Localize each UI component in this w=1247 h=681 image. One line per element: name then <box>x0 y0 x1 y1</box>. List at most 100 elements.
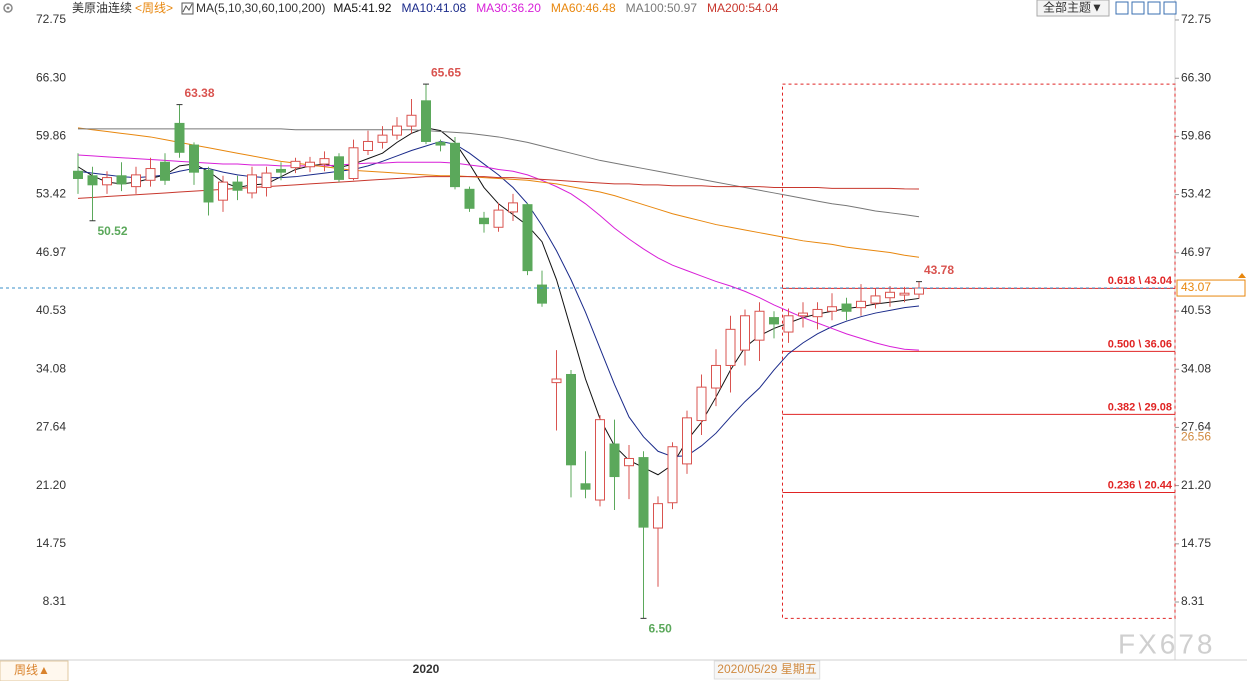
candle-body <box>131 174 141 188</box>
candle-body <box>667 446 678 504</box>
y-tick-label: 21.20 <box>36 478 66 492</box>
candle-body <box>145 168 156 181</box>
extreme-label: 63.38 <box>185 86 215 100</box>
period-button[interactable] <box>0 660 69 681</box>
watermark: FX678 <box>1118 628 1216 659</box>
legend-entry: MA30:36.20 <box>476 1 541 15</box>
candle-body <box>450 142 460 188</box>
candle-body <box>696 386 707 422</box>
candle-body <box>174 122 185 153</box>
candle-body <box>218 181 228 201</box>
y-tick-label: 27.64 <box>36 420 66 434</box>
candle-body <box>160 161 170 181</box>
y-tick-label: 72.75 <box>36 12 66 26</box>
candle-body <box>247 174 257 194</box>
candle-body <box>841 303 852 312</box>
period-label: <周线> <box>135 1 173 15</box>
candle-body <box>493 209 504 228</box>
y-tick-label: 40.53 <box>36 303 66 317</box>
candle-body <box>740 315 750 351</box>
toolbar-button[interactable] <box>1036 0 1110 17</box>
candle-body <box>319 158 330 165</box>
price-arrow <box>1238 273 1246 279</box>
candle-body <box>522 204 533 272</box>
candle-body <box>870 295 881 304</box>
x-tick-label: 2020 <box>413 662 440 676</box>
candle-body <box>406 114 417 127</box>
candle-body <box>363 140 373 151</box>
candle-body <box>334 156 344 180</box>
candle-body <box>783 315 794 333</box>
ma-label: MA(5,10,30,60,100,200) <box>196 1 325 15</box>
candle-body <box>189 144 199 173</box>
candle-body <box>435 141 446 146</box>
marker-price-label: 26.56 <box>1181 429 1211 443</box>
last-price-box <box>1176 279 1246 297</box>
y-tick-label: 46.97 <box>1181 245 1211 259</box>
y-tick-label: 21.20 <box>1181 478 1211 492</box>
candle-body <box>899 292 910 296</box>
extreme-label: 50.52 <box>98 224 128 238</box>
candle-body <box>638 457 649 528</box>
crosshair-date-box <box>713 660 821 680</box>
ma-line <box>77 154 920 351</box>
legend-entry: MA10:41.08 <box>401 1 466 15</box>
candle-body <box>812 308 823 318</box>
settings-icon[interactable] <box>3 3 13 13</box>
toolbar-icons <box>1115 1 1177 15</box>
extreme-label: 65.65 <box>431 65 461 79</box>
candle-body <box>464 188 475 209</box>
legend-entry: MA200:54.04 <box>707 1 779 15</box>
ma-line <box>77 127 920 258</box>
candle-body <box>276 168 286 173</box>
tool-icon[interactable] <box>1163 1 1177 15</box>
fib-label: 0.382 \ 29.08 <box>1108 401 1172 413</box>
y-tick-label: 40.53 <box>1181 303 1211 317</box>
fib-label: 0.618 \ 43.04 <box>1108 275 1173 287</box>
candle-body <box>102 177 112 186</box>
candle-body <box>261 172 272 189</box>
y-tick-label: 53.42 <box>1181 187 1211 201</box>
candle-body <box>551 378 562 384</box>
settings-icon-ring <box>3 3 13 13</box>
ma-line <box>77 140 920 458</box>
y-tick-label: 14.75 <box>36 536 66 550</box>
candle-body <box>827 306 837 312</box>
legend-entry: MA60:46.48 <box>551 1 616 15</box>
candle-body <box>87 175 98 186</box>
candle-body <box>711 364 721 389</box>
y-tick-label: 59.86 <box>36 129 66 143</box>
candle-body <box>479 217 489 225</box>
candle-body <box>421 100 431 142</box>
y-tick-label: 66.30 <box>36 70 66 84</box>
candle-body <box>682 417 692 465</box>
candle-body <box>798 312 808 317</box>
y-tick-label: 53.42 <box>36 187 66 201</box>
candle-body <box>232 181 243 191</box>
tool-icon[interactable] <box>1131 1 1145 15</box>
ma-line <box>78 128 920 218</box>
settings-icon-dot <box>6 6 10 10</box>
candle-body <box>508 202 518 213</box>
y-tick-label: 27.64 <box>1181 420 1211 434</box>
candle-body <box>885 291 895 299</box>
tool-icon[interactable] <box>1115 1 1129 15</box>
candle-body <box>595 419 605 501</box>
y-tick-label: 14.75 <box>1181 536 1211 550</box>
candle-body <box>392 125 402 136</box>
y-tick-label: 8.31 <box>43 594 67 608</box>
candle-body <box>290 160 301 169</box>
y-tick-label: 8.31 <box>1181 594 1205 608</box>
candle-body <box>725 328 736 366</box>
candle-body <box>305 161 315 168</box>
crosshair-date: 2020/05/29 星期五 <box>717 662 816 676</box>
candle-body <box>769 317 779 325</box>
candle-body <box>624 457 634 467</box>
extreme-label: 6.50 <box>649 622 673 636</box>
tool-icon[interactable] <box>1147 1 1161 15</box>
extreme-label: 43.78 <box>924 263 954 277</box>
candle-body <box>609 443 620 478</box>
candle-body <box>914 287 924 295</box>
y-tick-label: 72.75 <box>1181 12 1211 26</box>
